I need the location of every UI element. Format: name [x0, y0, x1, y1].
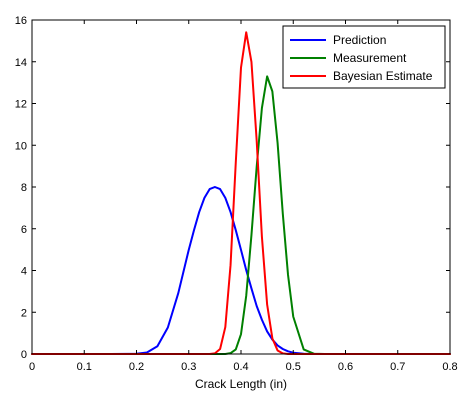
y-tick-label: 16: [15, 15, 27, 27]
y-tick-label: 4: [21, 266, 27, 278]
x-tick-label: 0.2: [129, 361, 144, 373]
legend: Prediction Measurement Bayesian Estimate: [282, 25, 446, 89]
tick-layer: 0 0.1 0.2 0.3 0.4 0.5 0.6 0.7 0.8 0 2 4 6 8 10 12 14 16: [15, 15, 458, 373]
y-tick-label: 0: [21, 349, 27, 361]
y-tick-label: 6: [21, 224, 27, 236]
x-tick-label: 0.1: [77, 361, 92, 373]
y-tick-label: 10: [15, 140, 27, 152]
legend-label-prediction: Prediction: [333, 33, 386, 47]
x-tick-label: 0.3: [181, 361, 196, 373]
x-tick-label: 0.8: [442, 361, 457, 373]
x-tick-label: 0.7: [390, 361, 405, 373]
y-tick-label: 2: [21, 307, 27, 319]
legend-label-bayesian-estimate: Bayesian Estimate: [333, 69, 433, 83]
x-tick-label: 0: [29, 361, 35, 373]
x-tick-label: 0.6: [338, 361, 353, 373]
y-tick-label: 14: [15, 57, 27, 69]
legend-label-measurement: Measurement: [333, 51, 407, 65]
x-tick-label: 0.4: [233, 361, 248, 373]
y-tick-label: 8: [21, 182, 27, 194]
x-tick-label: 0.5: [286, 361, 301, 373]
x-axis-title: Crack Length (in): [195, 377, 287, 391]
y-tick-label: 12: [15, 99, 27, 111]
